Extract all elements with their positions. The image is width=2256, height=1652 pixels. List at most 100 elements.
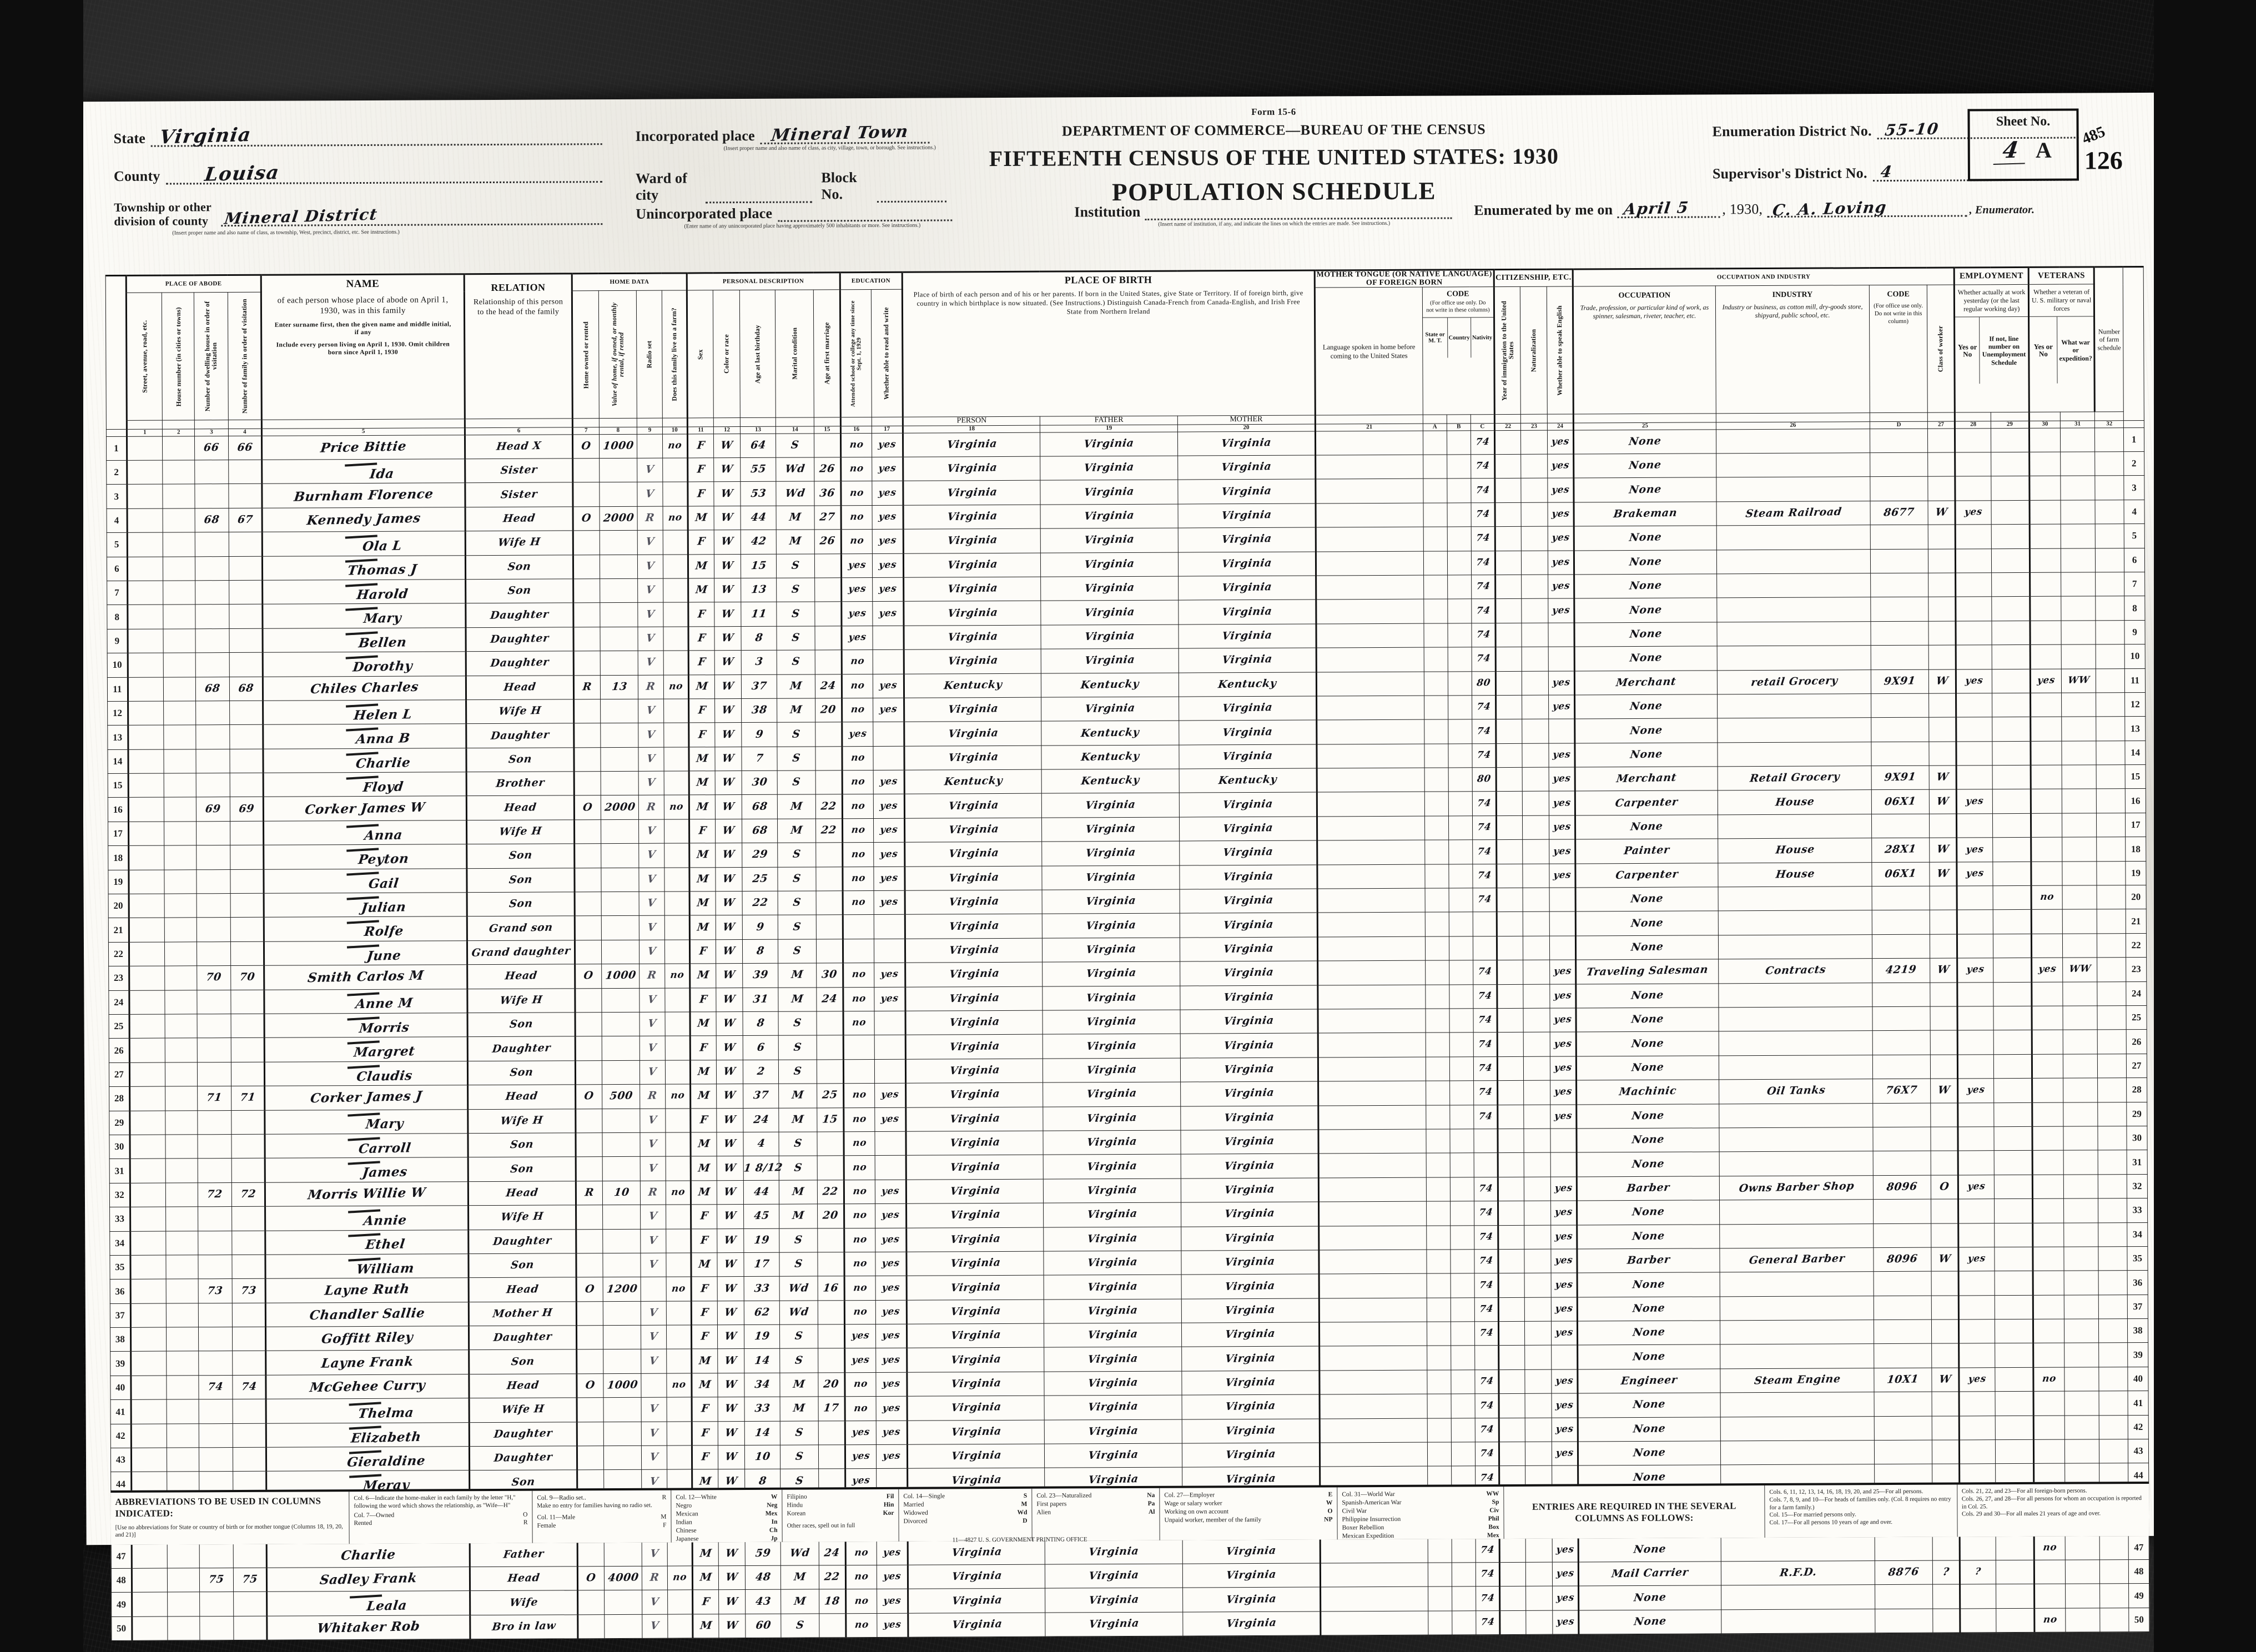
cell-mother-tongue bbox=[1318, 1225, 1427, 1250]
cell-employment-line bbox=[1993, 1030, 2032, 1055]
cell-relation: Son bbox=[467, 1012, 576, 1037]
cell-code-country bbox=[1447, 526, 1472, 551]
cell-code-state-mt bbox=[1425, 936, 1449, 961]
cell-sex: M bbox=[692, 1565, 719, 1590]
cell-relation: Daughter bbox=[466, 627, 574, 652]
cell-relation: Grand son bbox=[467, 916, 575, 941]
cell-speak-english: yes bbox=[1552, 1538, 1579, 1563]
cell-mother-tongue bbox=[1318, 1056, 1426, 1082]
cell-farm-schedule bbox=[2095, 451, 2124, 476]
cell-name: Julian bbox=[264, 892, 467, 918]
cell-speak-english: yes bbox=[1549, 1032, 1577, 1056]
cell-home-owned-rented: R bbox=[573, 675, 601, 699]
cell-mother-tongue bbox=[1317, 936, 1426, 961]
cell-attended-school: no bbox=[844, 1227, 875, 1252]
supervisor-district-value: 4 bbox=[1879, 162, 1894, 182]
cell-industry bbox=[1719, 1199, 1874, 1225]
cell-color-race: W bbox=[714, 506, 741, 530]
cell-read-write: yes bbox=[875, 1324, 907, 1348]
cell-veteran-yesno bbox=[2030, 693, 2062, 717]
cell-marital-condition: Wd bbox=[779, 1276, 818, 1301]
cell-year-immigration bbox=[1497, 984, 1524, 1009]
cell-veteran-yesno bbox=[2031, 837, 2062, 862]
cell-home-value bbox=[601, 843, 639, 868]
cell-age: 45 bbox=[743, 1204, 780, 1229]
cell-birthplace-person: Virginia bbox=[904, 793, 1042, 819]
cell-home-value bbox=[599, 530, 638, 555]
cell-occupation: None bbox=[1574, 718, 1718, 743]
cell-read-write: yes bbox=[872, 673, 904, 698]
cell-class-of-worker bbox=[1930, 1102, 1958, 1127]
cell-home-owned-rented: R bbox=[576, 1181, 603, 1205]
cell-farm-schedule bbox=[2097, 981, 2127, 1006]
cell-veteran-yesno bbox=[2033, 1319, 2064, 1343]
sheet-number-box: Sheet No. 4 A bbox=[1967, 108, 2079, 182]
cell-marital-condition: Wd bbox=[780, 1541, 819, 1566]
cell-veteran-yesno bbox=[2034, 1584, 2066, 1609]
cell-veteran-yesno bbox=[2032, 1102, 2063, 1127]
cell-age: 64 bbox=[740, 433, 776, 458]
cell-farm-schedule bbox=[2097, 837, 2126, 862]
footer-col31-label: Civil War bbox=[1342, 1508, 1367, 1515]
cell-family-number bbox=[232, 1423, 266, 1448]
row-line-number-left: 50 bbox=[111, 1616, 132, 1641]
ditto-dash-icon bbox=[346, 896, 379, 900]
cell-industry bbox=[1721, 1584, 1876, 1610]
row-line-number-right: 13 bbox=[2124, 716, 2146, 741]
cell-family-number: 70 bbox=[230, 965, 264, 990]
cell-class-of-worker bbox=[1932, 1608, 1961, 1633]
cell-year-immigration bbox=[1498, 1249, 1525, 1273]
cell-class-of-worker bbox=[1928, 693, 1957, 718]
cell-speak-english: yes bbox=[1548, 694, 1575, 719]
cell-dwelling-number: 66 bbox=[194, 436, 229, 460]
cell-employment-yesno bbox=[1957, 1030, 1994, 1055]
cell-age: 37 bbox=[743, 1084, 779, 1109]
ward-value bbox=[706, 201, 813, 204]
cell-marital-condition: M bbox=[777, 818, 816, 843]
cell-age: 9 bbox=[741, 722, 778, 747]
cell-name: Whitaker Rob bbox=[266, 1615, 471, 1640]
cell-read-write bbox=[874, 1155, 906, 1180]
cell-home-owned-rented bbox=[573, 699, 601, 724]
cell-speak-english: yes bbox=[1550, 1080, 1577, 1105]
cell-naturalization bbox=[1525, 1586, 1553, 1611]
cell-code-country bbox=[1452, 1610, 1476, 1635]
enumerator-signature: C. A. Loving bbox=[1771, 198, 1889, 220]
cell-occupation-code bbox=[1873, 1199, 1931, 1224]
cell-birthplace-mother: Virginia bbox=[1177, 479, 1316, 504]
cell-code-country bbox=[1452, 1586, 1476, 1611]
cell-home-value bbox=[602, 1253, 641, 1277]
row-line-number-left: 29 bbox=[109, 1110, 130, 1135]
institution-label: Institution bbox=[1074, 203, 1141, 220]
cell-farm-schedule bbox=[2098, 1270, 2128, 1295]
cell-veteran-war bbox=[2064, 1391, 2099, 1416]
cell-name: Helen L bbox=[263, 699, 466, 725]
cell-class-of-worker: W bbox=[1931, 1247, 1959, 1272]
cell-code-nativity: 74 bbox=[1474, 1321, 1499, 1346]
cell-age-at-marriage bbox=[815, 722, 842, 747]
cell-age-at-marriage: 36 bbox=[814, 481, 841, 506]
footer-col31: Col. 31—World War WW Spanish-American War S… bbox=[1342, 1490, 1499, 1540]
cell-birthplace-father: Virginia bbox=[1045, 1539, 1183, 1565]
cell-employment-yesno bbox=[1956, 765, 1993, 790]
cell-birthplace-father: Virginia bbox=[1043, 1130, 1181, 1155]
cell-code-nativity: 74 bbox=[1471, 454, 1495, 479]
cell-industry bbox=[1721, 1609, 1876, 1634]
cell-street bbox=[130, 1207, 166, 1231]
cell-lives-on-farm bbox=[666, 1301, 692, 1326]
cell-birthplace-mother: Virginia bbox=[1180, 1009, 1318, 1034]
cell-occupation-code bbox=[1875, 1608, 1933, 1633]
cell-age: 43 bbox=[745, 1589, 782, 1614]
row-line-number-left: 25 bbox=[109, 1014, 129, 1039]
cell-industry bbox=[1718, 1031, 1873, 1056]
cell-read-write: yes bbox=[875, 1227, 907, 1252]
colnum-8: 8 bbox=[598, 427, 637, 435]
cell-street bbox=[127, 581, 164, 605]
cell-sex: M bbox=[689, 867, 716, 892]
cell-occupation-code bbox=[1872, 886, 1930, 911]
cell-age: 19 bbox=[743, 1228, 780, 1253]
cell-code-country bbox=[1448, 864, 1473, 889]
cell-dwelling-number bbox=[196, 749, 230, 773]
cell-family-number: 73 bbox=[231, 1278, 266, 1303]
cell-speak-english: yes bbox=[1551, 1393, 1578, 1418]
